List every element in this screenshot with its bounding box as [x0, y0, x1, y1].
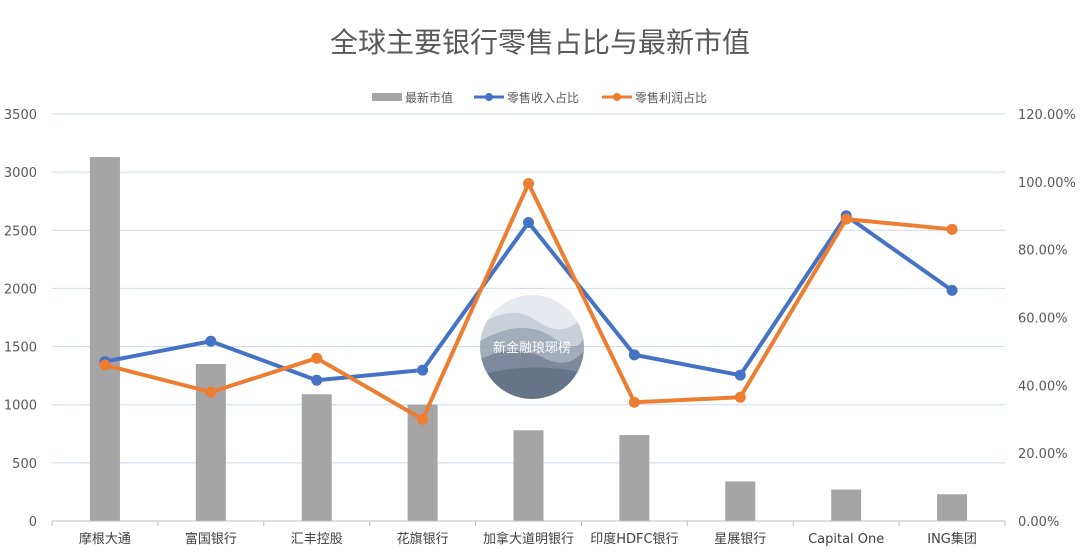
y-right-tick-label: 100.00% [1018, 176, 1076, 191]
x-tick-label: ING集团 [927, 531, 977, 547]
y-left-tick-label: 1500 [4, 341, 37, 356]
data-point [840, 213, 852, 225]
watermark-logo: 新金融琅琊榜 [480, 295, 584, 399]
legend-marker [485, 93, 493, 101]
data-point [417, 364, 429, 376]
y-left-tick-label: 1000 [4, 399, 37, 414]
bar [831, 489, 862, 521]
x-tick-label: Capital One [808, 532, 884, 547]
y-right-tick-label: 120.00% [1018, 108, 1076, 123]
x-tick-label: 汇丰控股 [291, 532, 343, 547]
legend-marker [613, 93, 621, 101]
bar [513, 430, 544, 521]
y-left-tick-label: 2500 [4, 224, 37, 239]
x-tick-label: 花旗银行 [397, 531, 449, 547]
line-series [99, 178, 958, 425]
data-point [946, 284, 958, 296]
y-left-tick-label: 500 [12, 457, 37, 472]
y-right-tick-label: 60.00% [1018, 312, 1068, 327]
data-point [99, 359, 111, 371]
bar [725, 481, 756, 521]
legend-label: 零售收入占比 [507, 90, 579, 105]
watermark-mountains [480, 295, 584, 399]
data-point [628, 396, 640, 408]
x-tick-label: 富国银行 [185, 531, 237, 547]
data-point [205, 335, 217, 347]
y-right-tick-label: 40.00% [1018, 379, 1068, 394]
bar [937, 494, 968, 521]
y-left-tick-label: 0 [29, 515, 37, 530]
watermark-mountain-front [480, 367, 584, 399]
x-tick-label: 加拿大道明银行 [483, 531, 574, 547]
bar [301, 394, 332, 521]
data-point [311, 352, 323, 364]
data-point [205, 386, 217, 398]
y-right-tick-label: 80.00% [1018, 244, 1068, 259]
bar [89, 157, 120, 522]
legend-swatch [372, 93, 402, 101]
y-right-tick-label: 0.00% [1018, 515, 1059, 530]
chart-title: 全球主要银行零售占比与最新市值 [330, 26, 750, 59]
x-tick-label: 印度HDFC银行 [590, 531, 678, 547]
legend-label: 最新市值 [405, 90, 453, 105]
y-right-tick-label: 20.00% [1018, 447, 1068, 462]
x-tick-label: 摩根大通 [79, 531, 131, 547]
data-point [734, 369, 746, 381]
x-tick-label: 星展银行 [714, 532, 766, 547]
bar-series [89, 157, 968, 522]
data-point [523, 217, 534, 229]
data-point [523, 178, 534, 190]
data-point [311, 374, 323, 386]
legend-label: 零售利润占比 [635, 90, 707, 105]
data-point [417, 413, 429, 425]
data-point [628, 349, 640, 361]
bar [619, 434, 650, 521]
data-point [946, 223, 958, 235]
y-left-tick-label: 2000 [4, 282, 37, 297]
y-left-tick-label: 3500 [4, 108, 37, 123]
data-point [734, 391, 746, 403]
legend: 最新市值 零售收入占比 零售利润占比 [372, 90, 707, 105]
axes: 0 500 1000 1500 2000 2500 3000 3500 0.00% 20.00% 4… [4, 108, 1076, 547]
watermark-text: 新金融琅琊榜 [493, 340, 571, 356]
y-left-tick-label: 3000 [4, 166, 37, 181]
